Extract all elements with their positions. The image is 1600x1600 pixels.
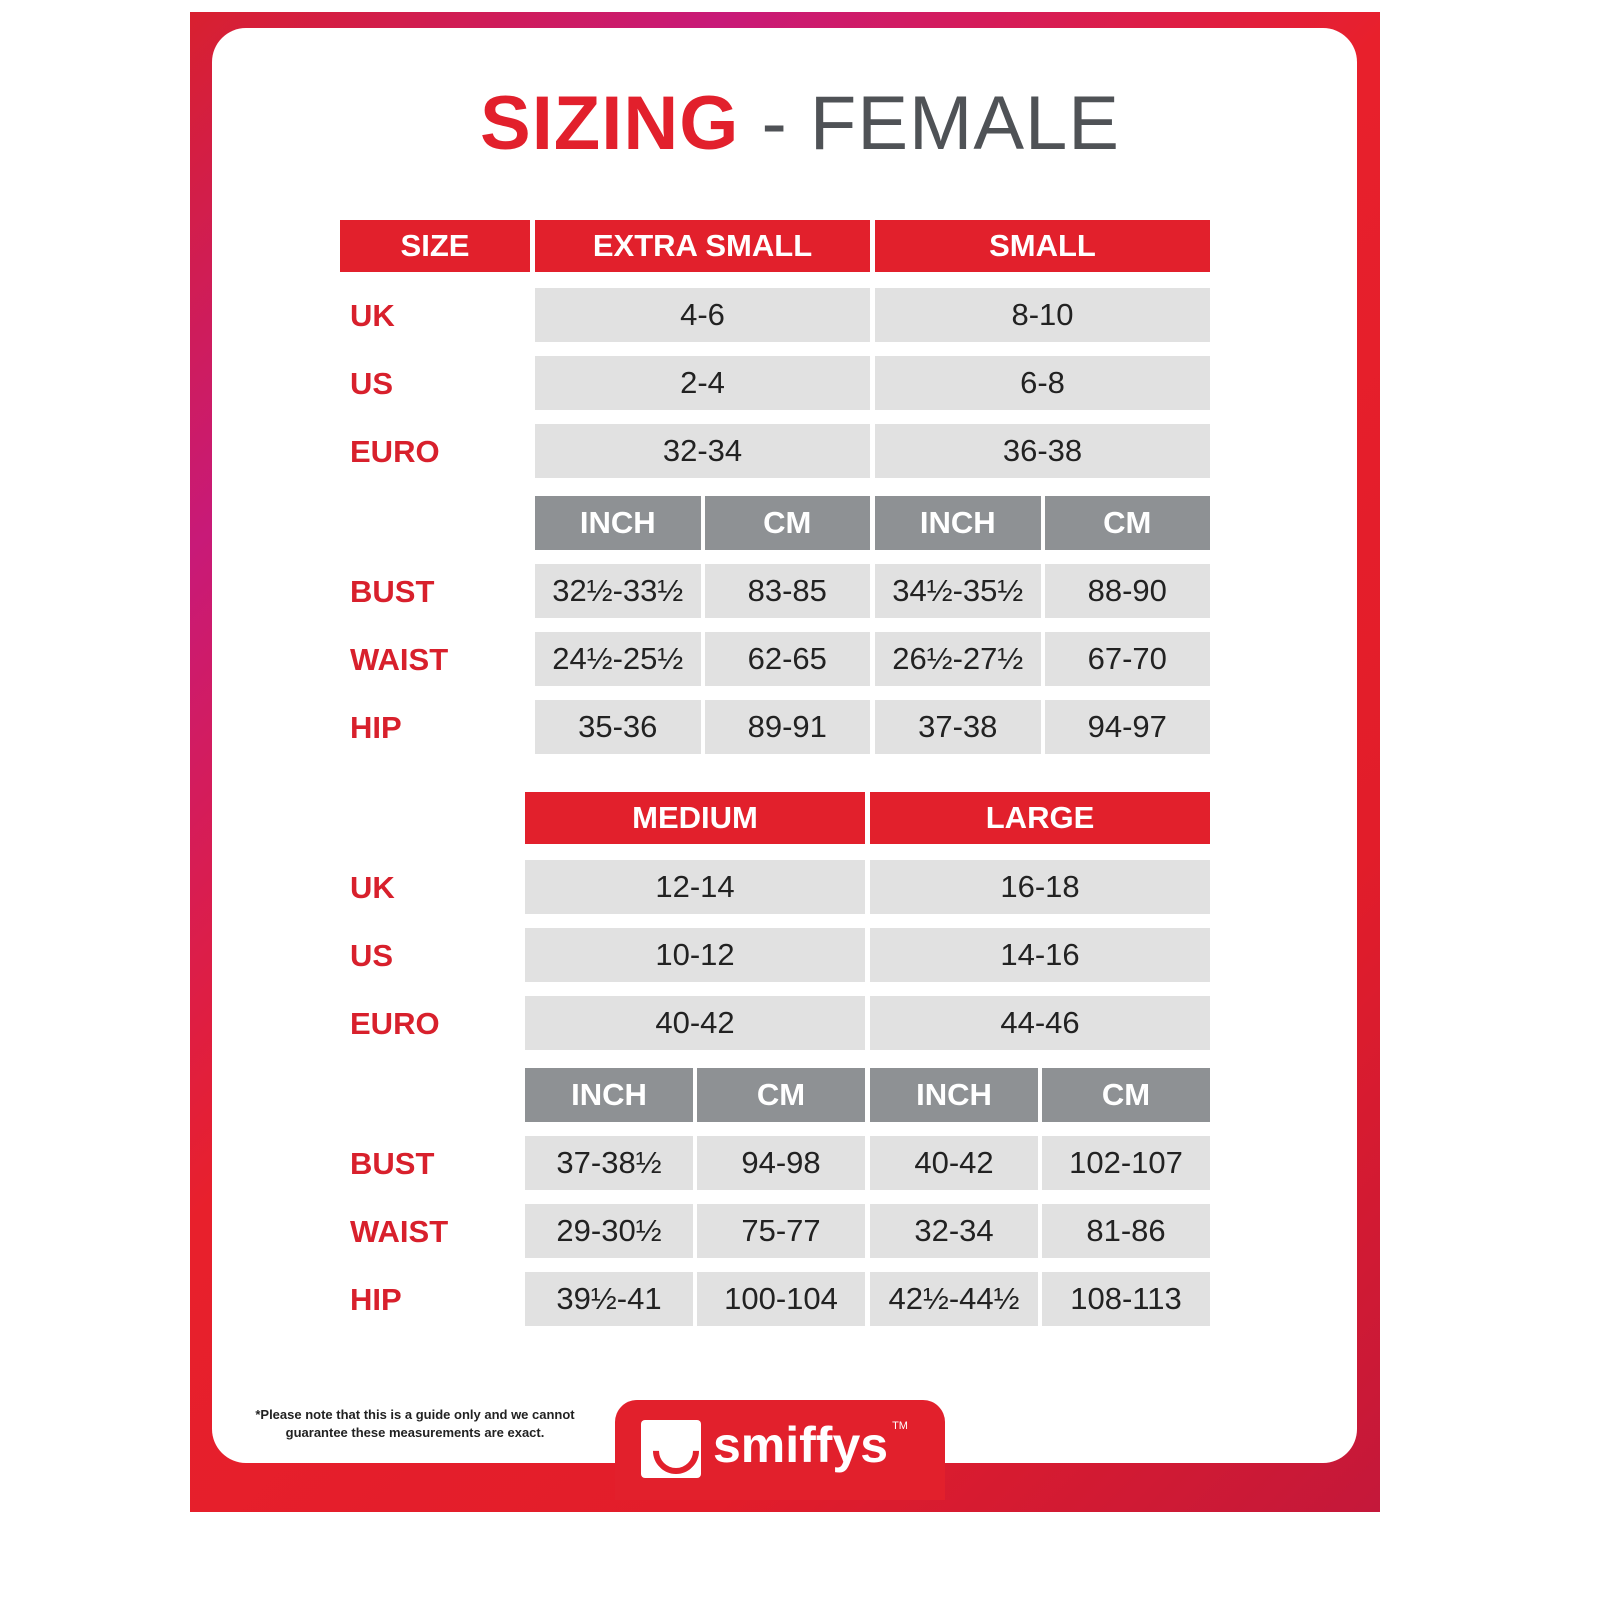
measurement-row: HIP 39½-41 100-104 42½-44½ 108-113: [340, 1272, 1215, 1328]
row-label-hip: HIP: [350, 710, 402, 745]
brand-name: smiffys: [713, 1417, 889, 1473]
value-cell: 44-46: [870, 996, 1210, 1050]
unit-header-cm: CM: [697, 1068, 865, 1122]
measurement-row: WAIST 24½-25½ 62-65 26½-27½ 67-70: [340, 632, 1215, 688]
size-header-label: SIZE: [340, 220, 530, 272]
value-cell: 2-4: [535, 356, 870, 410]
value-cell: 35-36: [535, 700, 701, 754]
unit-header-cm: CM: [1044, 496, 1210, 550]
value-cell: 83-85: [704, 564, 870, 618]
row-label-waist: WAIST: [350, 1214, 449, 1249]
value-cell: 40-42: [870, 1136, 1038, 1190]
value-cell: 36-38: [875, 424, 1210, 478]
measurement-row: BUST 32½-33½ 83-85 34½-35½ 88-90: [340, 564, 1215, 620]
value-cell: 16-18: [870, 860, 1210, 914]
conversion-row: US 10-12 14-16: [340, 928, 1215, 984]
unit-header-inch: INCH: [875, 496, 1041, 550]
value-cell: 108-113: [1042, 1272, 1210, 1326]
title-main: SIZING: [480, 81, 740, 166]
brand-wrap: smiffys TM: [713, 1418, 908, 1473]
value-cell: 4-6: [535, 288, 870, 342]
measurement-row: WAIST 29-30½ 75-77 32-34 81-86: [340, 1204, 1215, 1260]
value-cell: 81-86: [1042, 1204, 1210, 1258]
value-cell: 26½-27½: [875, 632, 1041, 686]
conversion-row: EURO 32-34 36-38: [340, 424, 1215, 480]
row-label-waist: WAIST: [350, 642, 449, 677]
unit-header-cm: CM: [704, 496, 870, 550]
value-cell: 32-34: [870, 1204, 1038, 1258]
size-header-extra-small: EXTRA SMALL: [535, 220, 870, 272]
unit-header-cm: CM: [1042, 1068, 1210, 1122]
value-cell: 10-12: [525, 928, 865, 982]
value-cell: 89-91: [704, 700, 870, 754]
conversion-row: UK 12-14 16-18: [340, 860, 1215, 916]
value-cell: 88-90: [1044, 564, 1210, 618]
size-block-2: MEDIUM LARGE UK 12-14 16-18 US 10-12 14-16 EURO 4…: [340, 792, 1215, 1340]
unit-header-inch: INCH: [870, 1068, 1038, 1122]
value-cell: 40-42: [525, 996, 865, 1050]
unit-header-row: INCH CM INCH CM: [340, 496, 1215, 552]
value-cell: 100-104: [697, 1272, 865, 1326]
size-header-medium: MEDIUM: [525, 792, 865, 844]
value-cell: 6-8: [875, 356, 1210, 410]
row-label-euro: EURO: [350, 1006, 440, 1041]
smile-icon: [641, 1420, 701, 1478]
row-label-uk: UK: [350, 298, 395, 333]
row-label-uk: UK: [350, 870, 395, 905]
row-label-hip: HIP: [350, 1282, 402, 1317]
row-label-us: US: [350, 366, 394, 401]
conversion-row: EURO 40-42 44-46: [340, 996, 1215, 1052]
smiffys-logo: smiffys TM: [615, 1400, 945, 1500]
row-label-euro: EURO: [350, 434, 440, 469]
value-cell: 42½-44½: [870, 1272, 1038, 1326]
row-label-us: US: [350, 938, 394, 973]
size-block-1: SIZE EXTRA SMALL SMALL UK 4-6 8-10 US 2-4 6-8 EUR…: [340, 220, 1215, 768]
value-cell: 29-30½: [525, 1204, 693, 1258]
value-cell: 75-77: [697, 1204, 865, 1258]
value-cell: 94-97: [1044, 700, 1210, 754]
conversion-row: US 2-4 6-8: [340, 356, 1215, 412]
value-cell: 102-107: [1042, 1136, 1210, 1190]
measurement-row: HIP 35-36 89-91 37-38 94-97: [340, 700, 1215, 756]
value-cell: 32½-33½: [535, 564, 701, 618]
value-cell: 37-38: [875, 700, 1041, 754]
value-cell: 94-98: [697, 1136, 865, 1190]
value-cell: 67-70: [1044, 632, 1210, 686]
value-cell: 62-65: [704, 632, 870, 686]
value-cell: 37-38½: [525, 1136, 693, 1190]
value-cell: 14-16: [870, 928, 1210, 982]
row-label-bust: BUST: [350, 1146, 435, 1181]
value-cell: 24½-25½: [535, 632, 701, 686]
value-cell: 34½-35½: [875, 564, 1041, 618]
unit-header-inch: INCH: [535, 496, 701, 550]
disclaimer-note: *Please note that this is a guide only a…: [255, 1407, 575, 1440]
value-cell: 8-10: [875, 288, 1210, 342]
size-header-row: SIZE EXTRA SMALL SMALL: [340, 220, 1215, 276]
row-label-bust: BUST: [350, 574, 435, 609]
measurement-row: BUST 37-38½ 94-98 40-42 102-107: [340, 1136, 1215, 1192]
title-sub: - FEMALE: [761, 81, 1120, 166]
value-cell: 32-34: [535, 424, 870, 478]
unit-header-inch: INCH: [525, 1068, 693, 1122]
size-header-small: SMALL: [875, 220, 1210, 272]
page-title: SIZING - FEMALE: [0, 80, 1600, 167]
size-header-large: LARGE: [870, 792, 1210, 844]
value-cell: 39½-41: [525, 1272, 693, 1326]
size-header-row: MEDIUM LARGE: [340, 792, 1215, 848]
unit-header-row: INCH CM INCH CM: [340, 1068, 1215, 1124]
value-cell: 12-14: [525, 860, 865, 914]
trademark: TM: [892, 1420, 908, 1432]
conversion-row: UK 4-6 8-10: [340, 288, 1215, 344]
